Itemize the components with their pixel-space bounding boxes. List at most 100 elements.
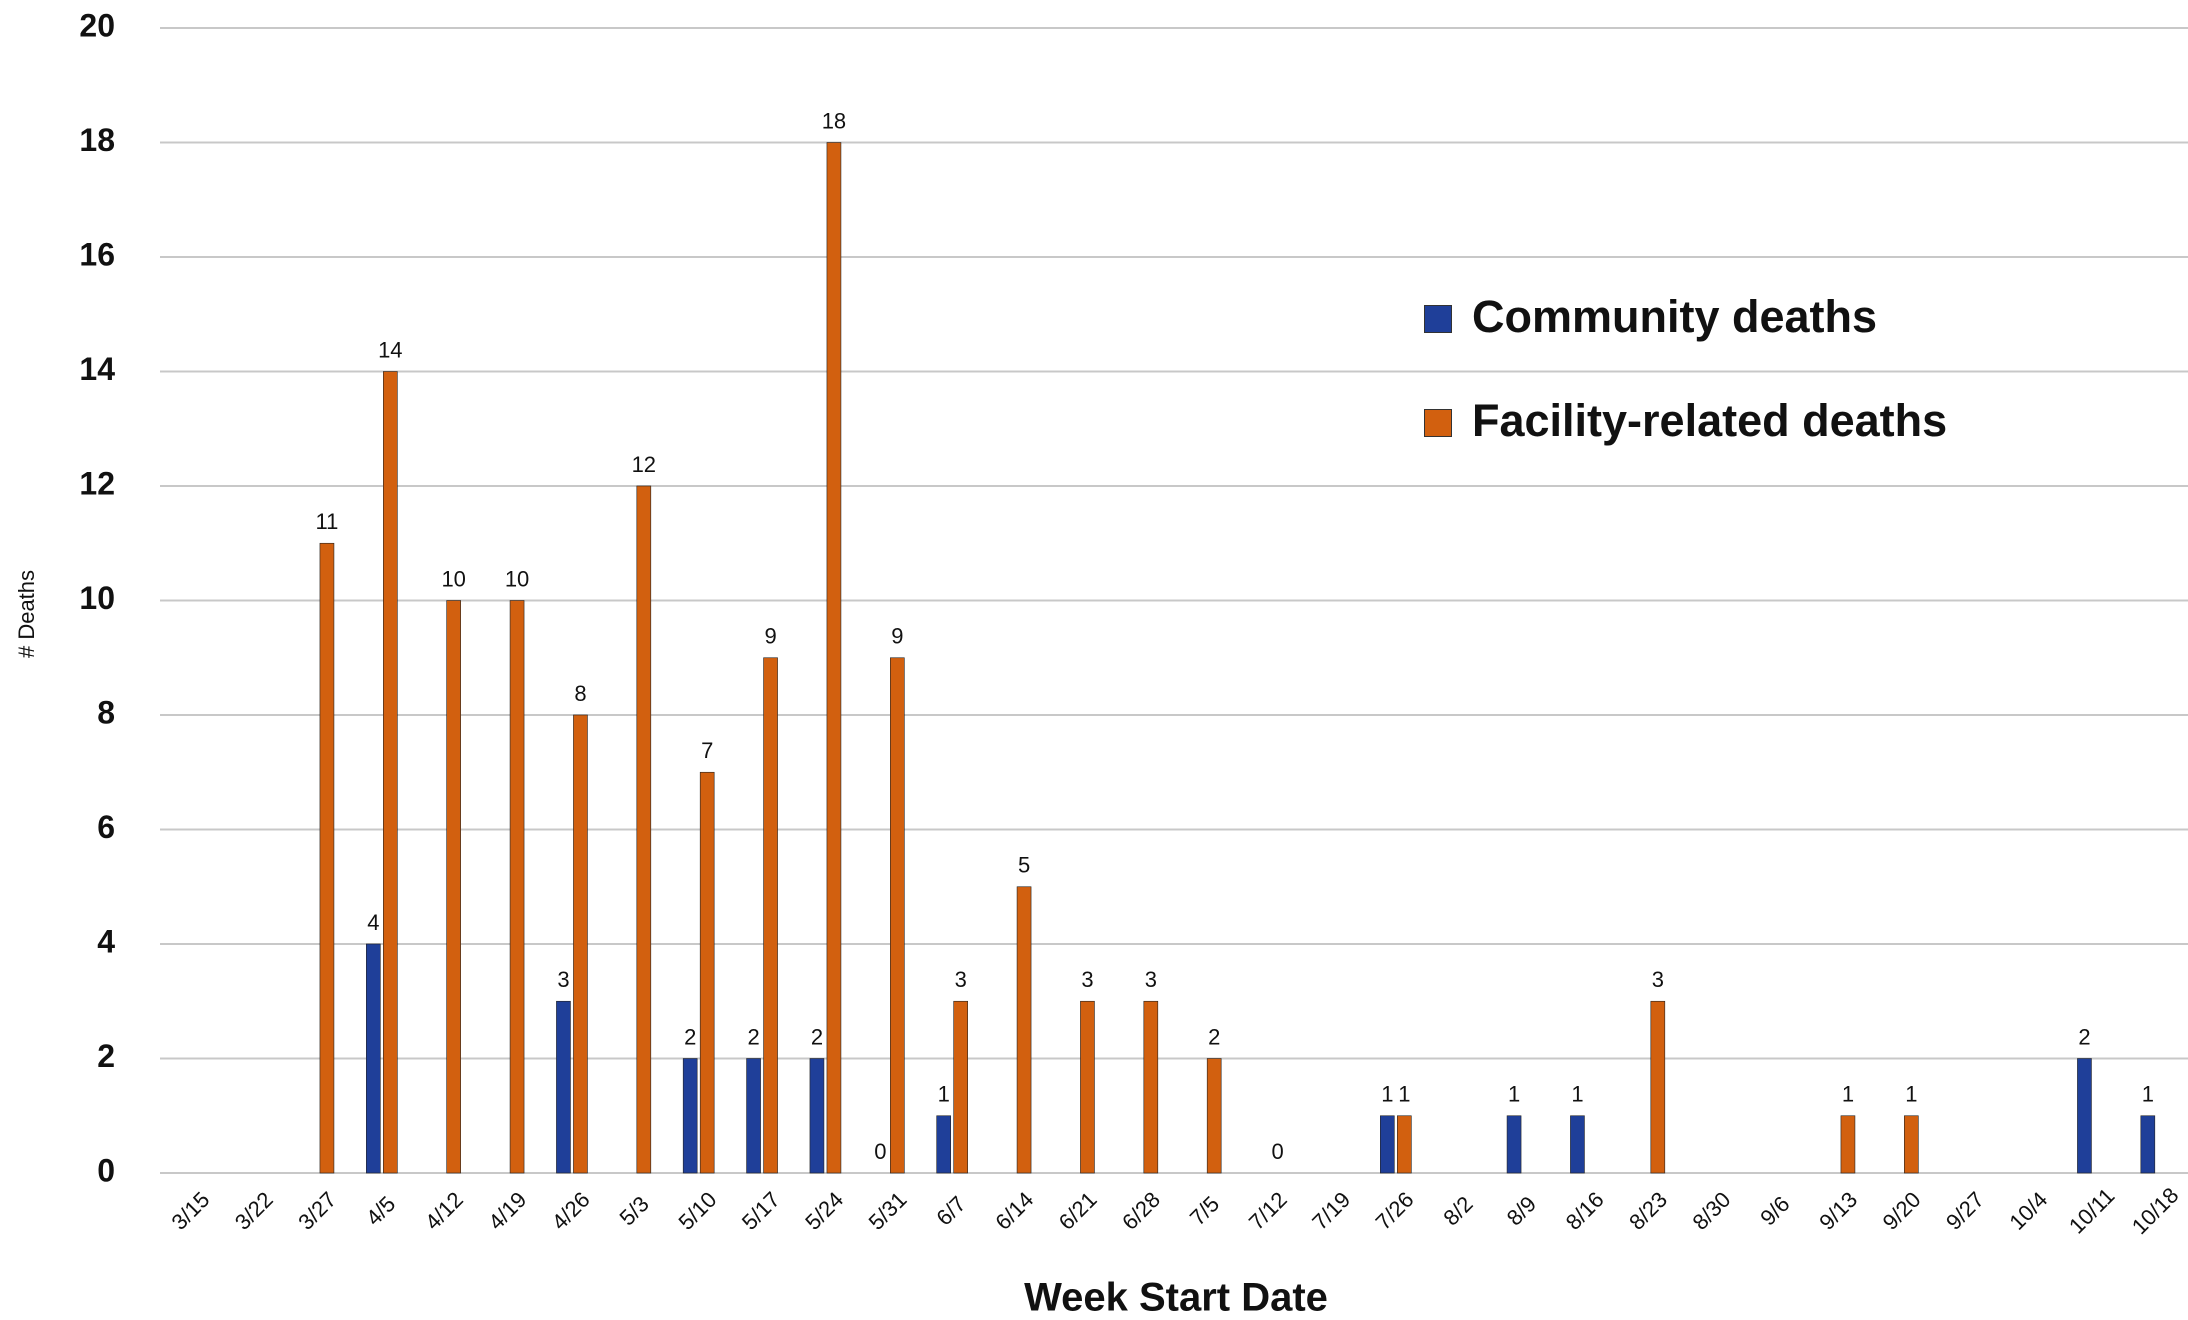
- bar: [573, 714, 588, 1174]
- x-tick-label: 6/14: [990, 1187, 1038, 1235]
- value-label: 5: [1018, 853, 1030, 878]
- value-label: 1: [1398, 1082, 1410, 1107]
- y-tick-label: 16: [79, 236, 115, 272]
- value-label: 0: [1271, 1139, 1283, 1164]
- value-label: 10: [441, 566, 465, 591]
- bar: [826, 142, 842, 1174]
- bar: [1080, 1000, 1095, 1174]
- value-label: 3: [1145, 967, 1157, 992]
- value-label: 9: [764, 624, 776, 649]
- value-label: 10: [505, 566, 529, 591]
- y-tick-label: 8: [97, 694, 115, 730]
- x-tick-label: 8/23: [1624, 1187, 1672, 1235]
- y-axis-title: # Deaths: [14, 570, 39, 658]
- x-tick-label: 7/12: [1244, 1187, 1292, 1235]
- y-tick-label: 10: [79, 580, 115, 616]
- x-tick-label: 5/24: [800, 1187, 848, 1235]
- legend-label: Community deaths: [1472, 291, 1878, 342]
- y-tick-label: 0: [97, 1152, 115, 1188]
- y-tick-label: 14: [79, 351, 115, 387]
- x-tick-label: 10/11: [2064, 1183, 2119, 1238]
- legend-swatch: [1424, 305, 1452, 333]
- bar: [2077, 1058, 2092, 1174]
- x-axis-title: Week Start Date: [1024, 1276, 1328, 1320]
- x-tick-label: 3/15: [167, 1187, 215, 1235]
- bar: [1206, 1058, 1222, 1174]
- value-label: 3: [1081, 967, 1093, 992]
- x-tick-label: 4/12: [420, 1187, 468, 1235]
- bar: [809, 1058, 825, 1174]
- value-label: 12: [632, 452, 656, 477]
- y-tick-label: 18: [79, 122, 115, 158]
- bar: [699, 771, 715, 1174]
- bar: [953, 1000, 968, 1174]
- value-label: 2: [747, 1024, 759, 1049]
- bar: [1650, 1000, 1666, 1174]
- value-label: 14: [378, 337, 402, 362]
- x-tick-label: 4/26: [547, 1187, 595, 1235]
- value-label: 1: [2142, 1082, 2154, 1107]
- x-tick-label: 7/26: [1371, 1187, 1419, 1235]
- y-tick-label: 2: [97, 1038, 115, 1074]
- x-tick-label: 8/16: [1561, 1187, 1609, 1235]
- x-tick-label: 10/18: [2127, 1183, 2184, 1240]
- value-label: 2: [1208, 1024, 1220, 1049]
- x-tick-label: 9/27: [1941, 1187, 1989, 1235]
- value-label: 1: [1842, 1082, 1854, 1107]
- bar: [1397, 1115, 1412, 1174]
- legend-item: Community deaths: [1420, 285, 1980, 349]
- bar: [746, 1058, 761, 1174]
- bar: [890, 657, 905, 1174]
- value-label: 9: [891, 624, 903, 649]
- x-tick-label: 10/4: [2004, 1187, 2052, 1235]
- legend: Community deaths Facility-related deaths: [1420, 285, 1980, 493]
- legend-label: Facility-related deaths: [1472, 395, 1948, 446]
- x-tick-label: 7/5: [1185, 1191, 1224, 1230]
- value-label: 2: [684, 1024, 696, 1049]
- value-label: 2: [2078, 1024, 2090, 1049]
- bar: [763, 657, 778, 1174]
- x-tick-label: 7/19: [1307, 1187, 1355, 1235]
- y-tick-label: 12: [79, 465, 115, 501]
- x-tick-label: 6/28: [1117, 1187, 1165, 1235]
- bar: [1016, 886, 1032, 1174]
- bar: [556, 1000, 571, 1174]
- bar: [319, 542, 335, 1174]
- x-tick-label: 4/5: [361, 1191, 400, 1230]
- bar: [2140, 1115, 2156, 1174]
- value-label: 11: [316, 509, 339, 534]
- bar: [1380, 1115, 1395, 1174]
- bar: [682, 1058, 698, 1174]
- value-label: 3: [1652, 967, 1664, 992]
- bar: [1506, 1115, 1522, 1174]
- y-tick-label: 6: [97, 809, 115, 845]
- value-label: 3: [557, 967, 569, 992]
- bar: [1143, 1000, 1159, 1174]
- value-label: 3: [955, 967, 967, 992]
- y-tick-label: 20: [79, 7, 115, 43]
- bar: [509, 600, 525, 1174]
- x-tick-label: 5/10: [674, 1187, 722, 1235]
- x-tick-label: 5/3: [614, 1191, 653, 1230]
- value-label: 1: [1905, 1082, 1917, 1107]
- bar: [1904, 1115, 1919, 1174]
- value-label: 1: [1571, 1082, 1583, 1107]
- value-label: 8: [574, 681, 586, 706]
- value-label: 1: [938, 1082, 950, 1107]
- x-tick-label: 9/20: [1878, 1187, 1926, 1235]
- bar: [1570, 1115, 1585, 1174]
- x-tick-label: 8/30: [1688, 1187, 1736, 1235]
- value-label: 1: [1381, 1082, 1393, 1107]
- bar: [366, 943, 381, 1174]
- legend-swatch: [1424, 409, 1452, 437]
- x-tick-label: 9/6: [1755, 1191, 1794, 1230]
- x-tick-label: 6/7: [931, 1191, 970, 1230]
- x-tick-label: 6/21: [1054, 1187, 1102, 1235]
- x-tick-label: 3/22: [230, 1187, 278, 1235]
- y-tick-label: 4: [97, 923, 115, 959]
- bar: [446, 600, 461, 1174]
- x-tick-label: 8/9: [1502, 1191, 1541, 1230]
- value-label: 4: [367, 910, 379, 935]
- legend-item: Facility-related deaths: [1420, 389, 1980, 453]
